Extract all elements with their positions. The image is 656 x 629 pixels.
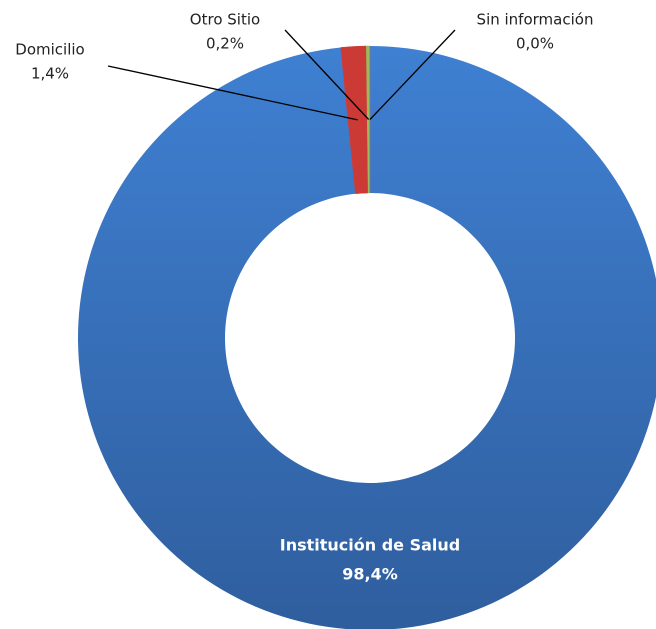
- slice-label: Domicilio: [15, 41, 84, 59]
- slice-label: Sin información: [477, 11, 594, 29]
- leader-line: [284, 29, 370, 120]
- leader-line: [107, 65, 358, 121]
- slice-value: 0,0%: [516, 35, 554, 53]
- slice-label: Otro Sitio: [190, 11, 260, 29]
- slice-label: Institución de Salud: [280, 536, 460, 555]
- slice-value: 98,4%: [342, 565, 398, 584]
- slice-value: 0,2%: [206, 35, 244, 53]
- leader-line: [369, 29, 456, 120]
- slice-value: 1,4%: [31, 65, 69, 83]
- slice: [78, 46, 656, 629]
